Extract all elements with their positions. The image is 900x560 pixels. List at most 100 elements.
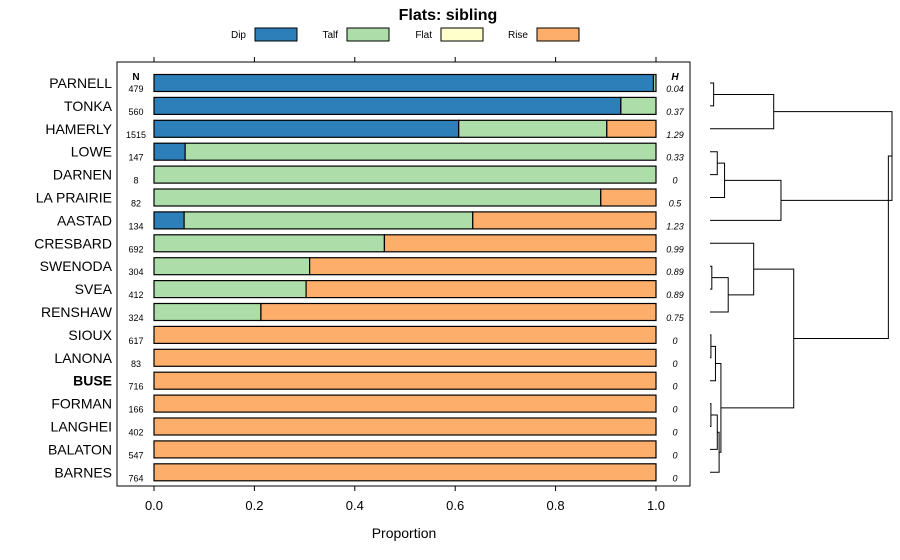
x-tick-label: 0.6	[446, 498, 464, 513]
bar-segment-talf	[153, 234, 386, 253]
row-n-value: 402	[128, 428, 143, 438]
row-label: CRESBARD	[34, 235, 112, 251]
row-h-value: 0.33	[666, 153, 684, 163]
dendrogram-link	[710, 334, 712, 359]
row-n-value: 134	[128, 221, 143, 231]
plot-frame	[116, 61, 691, 487]
row-n-value: 692	[128, 244, 143, 254]
row-aastad: AASTAD 134 1.23	[57, 211, 684, 231]
row-label: BALATON	[48, 441, 112, 457]
legend-label-dip: Dip	[231, 30, 246, 41]
row-h-value: 0	[672, 405, 677, 415]
chart-title: Flats: sibling	[399, 7, 498, 24]
row-label: RENSHAW	[41, 304, 113, 320]
row-n-value: 82	[131, 199, 141, 209]
row-h-value: 1.29	[666, 130, 684, 140]
row-h-value: 0	[672, 359, 677, 369]
row-n-value: 8	[133, 176, 138, 186]
row-label: TONKA	[64, 98, 113, 114]
row-n-value: 547	[128, 450, 143, 460]
row-forman: FORMAN 166 0	[51, 394, 678, 415]
row-label: PARNELL	[49, 75, 112, 91]
row-h-value: 0.89	[666, 267, 684, 277]
bar-segment-talf	[620, 96, 657, 116]
legend-swatch-dip	[254, 27, 298, 42]
row-n-value: 560	[128, 107, 143, 117]
row-h-value: 0	[672, 473, 677, 483]
row-h-value: 0.75	[666, 313, 685, 323]
x-tick-label: 0.0	[145, 498, 163, 513]
row-balaton: BALATON 547 0	[48, 440, 678, 460]
row-h-value: 0	[672, 176, 677, 186]
row-label: SIOUX	[68, 327, 112, 343]
bar-segment-talf	[652, 73, 657, 93]
dendrogram-link	[720, 268, 795, 409]
legend-label-rise: Rise	[508, 30, 528, 41]
n-column-header: N	[132, 72, 139, 83]
row-hamerly: HAMERLY 1515 1.29	[45, 119, 684, 140]
dendrogram-link	[710, 403, 712, 427]
bar-segment-dip	[153, 211, 185, 230]
row-h-value: 0.5	[669, 199, 683, 209]
dendrogram-link	[710, 82, 715, 107]
row-cresbard: CRESBARD 692 0.99	[34, 234, 684, 254]
row-label: SWENODA	[40, 258, 113, 274]
row-lanona: LANONA 83 0	[54, 348, 678, 369]
x-tick-label: 0.4	[346, 498, 364, 513]
bar-segment-talf	[184, 142, 657, 161]
bar-segment-talf	[153, 188, 602, 207]
dendrogram-link	[773, 111, 893, 201]
bar-segment-rise	[305, 280, 657, 299]
row-sioux: SIOUX 617 0	[68, 325, 678, 346]
row-h-value: 0	[672, 336, 677, 346]
bar-segment-rise	[153, 417, 657, 436]
dendrogram-link	[710, 179, 782, 221]
row-label: LANONA	[54, 350, 112, 366]
bar-segment-rise	[153, 348, 657, 367]
legend-swatch-rise	[536, 27, 580, 42]
bar-segment-rise	[153, 463, 657, 482]
row-n-value: 716	[128, 382, 143, 392]
row-h-value: 0.89	[666, 290, 684, 300]
legend-label-talf: Talf	[322, 30, 338, 41]
bar-segment-rise	[309, 257, 657, 276]
bar-segment-rise	[260, 302, 657, 322]
row-parnell: PARNELL 479 0.04	[49, 73, 684, 94]
dendrogram-link	[710, 151, 718, 176]
row-la-prairie: LA PRAIRIE 82 0.5	[36, 188, 683, 209]
bar-segment-talf	[153, 280, 307, 299]
bar-segment-dip	[153, 73, 655, 93]
bar-segment-talf	[458, 119, 608, 138]
bar-rows: PARNELL 479 0.04 TONKA 560 0.37 HAMERLY 1515 1.2…	[34, 73, 685, 483]
bar-segment-talf	[153, 302, 262, 322]
row-h-value: 0	[672, 382, 677, 392]
row-label: BUSE	[73, 373, 112, 389]
row-tonka: TONKA 560 0.37	[64, 96, 685, 117]
bar-segment-talf	[183, 211, 474, 230]
row-label: LA PRAIRIE	[36, 190, 112, 206]
row-n-value: 412	[128, 290, 143, 300]
row-label: BARNES	[54, 464, 112, 480]
dendrogram-link	[710, 277, 729, 313]
bar-segment-rise	[153, 325, 657, 344]
bar-segment-rise	[606, 119, 657, 138]
h-column-header: H	[671, 72, 679, 83]
dendrogram	[710, 82, 893, 473]
legend-swatch-flat	[440, 27, 484, 42]
row-n-value: 479	[128, 84, 143, 94]
bar-segment-dip	[153, 119, 460, 138]
row-n-value: 324	[128, 313, 143, 323]
bar-segment-talf	[153, 165, 657, 184]
dendrogram-link	[710, 265, 713, 290]
legend-swatch-talf	[346, 27, 390, 42]
row-buse: BUSE 716 0	[73, 371, 678, 392]
bar-segment-talf	[153, 257, 311, 276]
bar-segment-rise	[600, 188, 657, 207]
row-h-value: 0.04	[666, 84, 684, 94]
row-label: HAMERLY	[45, 121, 112, 137]
row-n-value: 617	[128, 336, 143, 346]
row-svea: SVEA 412 0.89	[75, 280, 684, 300]
row-n-value: 83	[131, 359, 141, 369]
x-axis: 0.0 0.2 0.4 0.6 0.8 1.0	[145, 57, 665, 513]
